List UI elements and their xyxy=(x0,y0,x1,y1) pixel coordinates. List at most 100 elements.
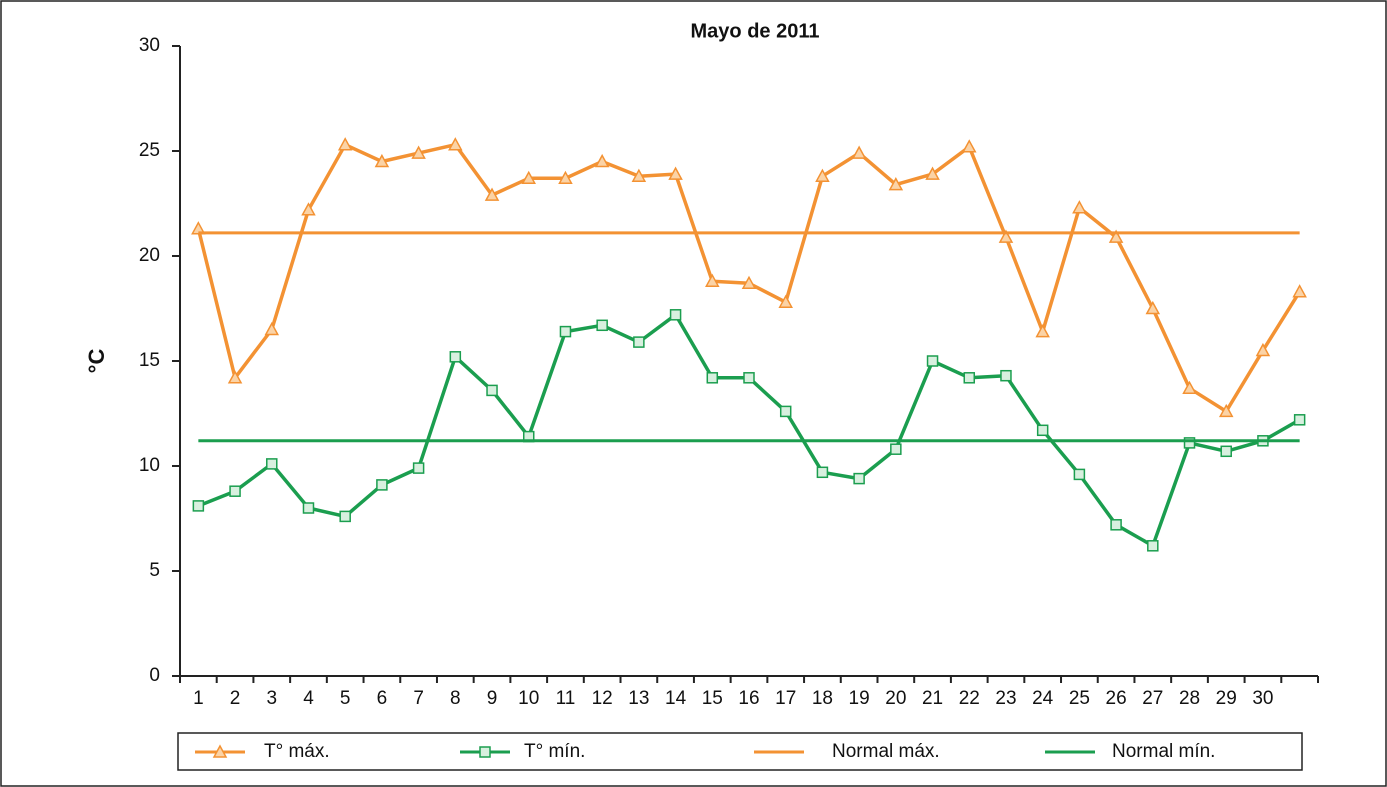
triangle-marker xyxy=(705,273,720,287)
y-tick-label: 30 xyxy=(139,35,160,56)
square-marker xyxy=(963,372,976,384)
triangle-marker xyxy=(411,145,426,159)
x-tick-label: 28 xyxy=(1179,688,1200,709)
x-tick-label: 10 xyxy=(518,688,539,709)
square-marker xyxy=(266,458,278,470)
x-tick-label: 23 xyxy=(995,688,1016,709)
triangle-marker xyxy=(851,145,867,159)
triangle-marker xyxy=(1255,342,1271,357)
triangle-marker xyxy=(558,170,573,185)
square-marker xyxy=(890,443,902,455)
triangle-marker xyxy=(264,321,280,336)
x-tick-label: 22 xyxy=(959,688,980,709)
square-marker xyxy=(1293,414,1306,426)
triangle-marker xyxy=(521,170,537,185)
legend-label: T° mín. xyxy=(524,741,585,762)
x-tick-label: 30 xyxy=(1252,688,1273,709)
x-tick-label: 25 xyxy=(1069,688,1090,709)
triangle-marker xyxy=(815,168,830,182)
square-marker xyxy=(559,325,572,338)
x-tick-label: 6 xyxy=(377,688,388,709)
triangle-marker xyxy=(484,187,500,201)
square-marker xyxy=(743,372,755,384)
square-marker xyxy=(449,351,462,363)
x-tick-label: 14 xyxy=(665,688,687,709)
square-marker xyxy=(1000,369,1012,382)
y-tick-label: 10 xyxy=(139,455,160,476)
y-axis-label: °C xyxy=(84,349,109,374)
x-tick-label: 12 xyxy=(592,688,613,709)
square-marker xyxy=(706,372,719,384)
triangle-marker xyxy=(668,166,683,180)
square-marker xyxy=(412,462,425,474)
triangle-marker xyxy=(1108,229,1124,243)
triangle-marker xyxy=(888,177,904,191)
x-tick-label: 24 xyxy=(1032,688,1054,709)
triangle-marker xyxy=(631,168,647,182)
square-marker xyxy=(1110,519,1122,531)
y-tick-label: 0 xyxy=(149,665,160,686)
triangle-marker xyxy=(1035,324,1050,338)
triangle-marker xyxy=(961,139,977,153)
square-marker xyxy=(633,336,645,348)
square-marker xyxy=(1147,540,1159,552)
triangle-marker xyxy=(594,153,610,168)
square-marker xyxy=(1073,468,1086,481)
triangle-marker xyxy=(1145,300,1161,315)
x-tick-label: 8 xyxy=(450,688,461,709)
triangle-marker xyxy=(1072,200,1087,214)
y-tick-label: 20 xyxy=(139,245,160,266)
legend-box xyxy=(177,732,1303,771)
x-tick-label: 27 xyxy=(1142,688,1163,709)
triangle-marker xyxy=(1292,284,1307,298)
chart-title: Mayo de 2011 xyxy=(691,20,820,42)
square-marker xyxy=(669,309,682,321)
square-marker xyxy=(339,510,351,523)
x-tick-label: 7 xyxy=(413,688,424,709)
square-marker xyxy=(302,502,315,514)
square-marker xyxy=(229,485,241,497)
x-tick-label: 15 xyxy=(702,688,723,709)
square-marker xyxy=(1220,445,1232,458)
triangle-marker xyxy=(301,202,316,216)
x-tick-label: 21 xyxy=(922,688,943,709)
triangle-marker xyxy=(337,137,353,151)
x-tick-label: 3 xyxy=(266,688,277,709)
legend-label: Normal máx. xyxy=(832,741,940,762)
square-marker xyxy=(926,355,939,367)
legend-label: T° máx. xyxy=(264,741,330,762)
x-tick-label: 17 xyxy=(775,688,796,709)
triangle-marker xyxy=(374,153,390,168)
square-marker xyxy=(853,472,865,485)
square-marker xyxy=(486,384,498,397)
legend-label: Normal mín. xyxy=(1112,741,1215,762)
x-tick-label: 18 xyxy=(812,688,833,709)
square-marker xyxy=(192,500,205,512)
triangle-marker xyxy=(227,370,243,384)
y-tick-label: 25 xyxy=(139,140,160,161)
x-tick-label: 20 xyxy=(885,688,906,709)
triangle-marker xyxy=(212,744,228,758)
triangle-marker xyxy=(998,229,1014,243)
y-tick-label: 5 xyxy=(149,560,160,581)
square-marker xyxy=(779,405,792,418)
x-tick-label: 9 xyxy=(487,688,498,709)
triangle-marker xyxy=(778,294,793,308)
x-tick-label: 2 xyxy=(230,688,241,709)
triangle-marker xyxy=(741,275,757,290)
x-tick-label: 19 xyxy=(849,688,870,709)
x-tick-label: 26 xyxy=(1106,688,1127,709)
x-tick-label: 11 xyxy=(556,688,576,709)
x-tick-label: 16 xyxy=(738,688,759,709)
y-tick-label: 15 xyxy=(139,350,160,371)
square-marker xyxy=(479,746,491,758)
triangle-marker xyxy=(1182,380,1197,395)
triangle-marker xyxy=(925,166,940,180)
square-marker xyxy=(1036,424,1049,437)
square-marker xyxy=(596,319,608,332)
x-tick-label: 13 xyxy=(628,688,649,709)
x-tick-label: 1 xyxy=(193,688,204,709)
x-tick-label: 29 xyxy=(1216,688,1237,709)
